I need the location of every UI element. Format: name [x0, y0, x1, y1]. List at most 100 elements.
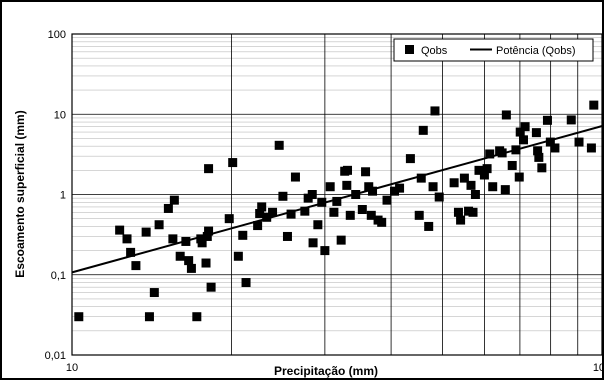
data-point	[459, 173, 469, 183]
data-point	[175, 251, 185, 261]
data-point	[566, 115, 576, 125]
legend-box	[393, 38, 594, 62]
data-point	[278, 191, 288, 201]
y-tick-label: 0,1	[51, 270, 66, 282]
data-point	[342, 180, 352, 190]
data-point	[286, 209, 296, 219]
data-point	[320, 246, 330, 256]
legend-label-qobs: Qobs	[421, 45, 448, 57]
data-point	[202, 231, 212, 241]
data-point	[382, 195, 392, 205]
data-point	[307, 190, 317, 199]
data-point	[224, 214, 234, 224]
data-point	[430, 106, 440, 116]
data-point	[351, 190, 361, 199]
data-point	[115, 225, 125, 235]
data-point	[511, 145, 521, 155]
data-point	[197, 238, 207, 248]
data-point	[141, 227, 151, 237]
data-point	[336, 235, 346, 245]
data-point	[545, 137, 555, 147]
data-point	[257, 202, 267, 212]
data-point	[204, 226, 214, 236]
data-point	[366, 210, 376, 220]
data-point	[424, 221, 434, 231]
data-point	[290, 172, 300, 182]
y-tick-label: 10	[54, 109, 66, 121]
data-point	[520, 122, 530, 132]
data-point	[357, 205, 367, 215]
data-point	[418, 125, 428, 135]
legend-marker-qobs	[405, 45, 414, 54]
data-point	[268, 207, 278, 217]
data-points	[74, 100, 599, 322]
data-point	[456, 215, 466, 225]
data-point	[262, 212, 272, 222]
y-axis-tick-labels: 0,01 0,1 1 10 100	[45, 29, 66, 362]
data-point	[586, 143, 596, 153]
data-point	[482, 164, 492, 174]
data-point	[332, 196, 342, 206]
data-point	[255, 208, 265, 218]
data-point	[253, 221, 263, 231]
data-point	[495, 146, 505, 156]
data-point	[574, 137, 584, 147]
data-point	[534, 152, 544, 162]
data-point	[163, 203, 173, 213]
data-point	[168, 234, 178, 244]
data-point	[474, 165, 484, 175]
data-point	[154, 220, 164, 230]
data-point	[122, 234, 132, 244]
data-point	[325, 182, 335, 192]
data-point	[126, 247, 136, 257]
data-point	[518, 135, 528, 145]
data-point	[507, 160, 517, 170]
data-point	[181, 236, 191, 246]
data-point	[192, 312, 202, 322]
data-point	[537, 163, 547, 173]
data-point	[206, 282, 216, 292]
data-point	[449, 178, 459, 188]
data-point	[343, 165, 353, 175]
data-point	[345, 210, 355, 220]
data-point	[514, 172, 524, 182]
data-point	[241, 278, 251, 288]
data-point	[228, 158, 238, 168]
data-point	[317, 197, 327, 207]
x-axis-label: Precipitação (mm)	[274, 364, 378, 378]
data-point	[201, 258, 211, 268]
y-tick-label: 0,01	[45, 350, 66, 362]
data-point	[589, 100, 599, 110]
data-point	[470, 190, 480, 199]
data-point	[434, 192, 444, 202]
data-point	[533, 146, 543, 156]
data-point	[542, 115, 552, 125]
data-point	[149, 288, 159, 298]
y-tick-label: 1	[60, 190, 66, 202]
y-axis-label: Escoamento superficial (mm)	[13, 110, 27, 277]
x-tick-label: 100	[593, 362, 602, 374]
data-point	[238, 230, 248, 240]
data-point	[282, 231, 292, 241]
x-axis-tick-labels: 10 100	[66, 362, 604, 374]
data-point	[233, 251, 243, 261]
data-point	[405, 154, 415, 164]
data-point	[186, 263, 196, 273]
data-point	[466, 180, 476, 190]
data-point	[468, 207, 478, 217]
data-point	[428, 182, 438, 192]
data-point	[169, 195, 179, 205]
scatter-chart: 0,01 0,1 1 10 100 10 100 Escoamento superfici…	[13, 29, 604, 378]
data-point	[453, 207, 463, 217]
data-point	[485, 149, 495, 159]
data-point	[488, 182, 498, 192]
data-point	[274, 140, 284, 150]
data-point	[368, 186, 378, 196]
data-point	[74, 312, 84, 322]
data-point	[414, 210, 424, 220]
data-point	[377, 217, 387, 227]
data-point	[361, 167, 371, 177]
data-point	[531, 128, 541, 138]
legend-label-trend: Potência (Qobs)	[496, 45, 575, 57]
